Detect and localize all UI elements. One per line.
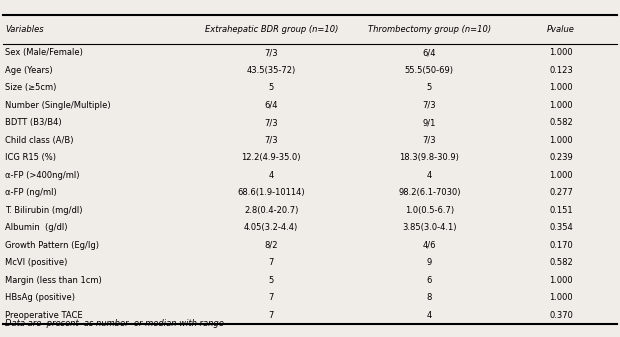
Text: 4.05(3.2-4.4): 4.05(3.2-4.4) [244, 223, 298, 232]
Text: 0.151: 0.151 [549, 206, 573, 215]
Text: ICG R15 (%): ICG R15 (%) [5, 153, 56, 162]
Text: Number (Single/Multiple): Number (Single/Multiple) [5, 101, 110, 110]
Text: 8: 8 [427, 294, 432, 302]
Text: 4: 4 [427, 311, 432, 320]
Text: Preoperative TACE: Preoperative TACE [5, 311, 82, 320]
Text: 0.123: 0.123 [549, 66, 573, 74]
Text: 0.582: 0.582 [549, 118, 573, 127]
Text: Thrombectomy group (n=10): Thrombectomy group (n=10) [368, 25, 491, 34]
Text: Albumin  (g/dl): Albumin (g/dl) [5, 223, 68, 232]
Text: 5: 5 [268, 83, 274, 92]
Text: 6/4: 6/4 [265, 101, 278, 110]
Text: 4: 4 [427, 171, 432, 180]
Text: 0.170: 0.170 [549, 241, 573, 250]
Text: 7/3: 7/3 [265, 48, 278, 57]
Text: 7/3: 7/3 [423, 136, 436, 145]
Text: 1.000: 1.000 [549, 276, 573, 285]
Text: 3.85(3.0-4.1): 3.85(3.0-4.1) [402, 223, 456, 232]
Text: 68.6(1.9-10114): 68.6(1.9-10114) [237, 188, 305, 197]
Text: Sex (Male/Female): Sex (Male/Female) [5, 48, 83, 57]
Text: 5: 5 [268, 276, 274, 285]
Text: 1.000: 1.000 [549, 136, 573, 145]
Text: 7: 7 [268, 311, 274, 320]
Text: 0.582: 0.582 [549, 258, 573, 267]
Text: 8/2: 8/2 [265, 241, 278, 250]
Text: 98.2(6.1-7030): 98.2(6.1-7030) [398, 188, 461, 197]
Text: 55.5(50-69): 55.5(50-69) [405, 66, 454, 74]
Text: HBsAg (positive): HBsAg (positive) [5, 294, 75, 302]
Text: 9: 9 [427, 258, 432, 267]
Text: Child class (A/B): Child class (A/B) [5, 136, 73, 145]
Text: 1.000: 1.000 [549, 294, 573, 302]
Text: 2.8(0.4-20.7): 2.8(0.4-20.7) [244, 206, 298, 215]
Text: 1.0(0.5-6.7): 1.0(0.5-6.7) [405, 206, 454, 215]
Text: T. Bilirubin (mg/dl): T. Bilirubin (mg/dl) [5, 206, 82, 215]
Text: 12.2(4.9-35.0): 12.2(4.9-35.0) [242, 153, 301, 162]
Text: 0.239: 0.239 [549, 153, 573, 162]
Text: 6/4: 6/4 [423, 48, 436, 57]
Text: Growth Pattern (Eg/Ig): Growth Pattern (Eg/Ig) [5, 241, 99, 250]
Text: Extrahepatic BDR group (n=10): Extrahepatic BDR group (n=10) [205, 25, 338, 34]
Text: 5: 5 [427, 83, 432, 92]
Text: 4: 4 [268, 171, 274, 180]
Text: 1.000: 1.000 [549, 48, 573, 57]
Text: Variables: Variables [5, 25, 43, 34]
Text: 0.277: 0.277 [549, 188, 573, 197]
Text: 1.000: 1.000 [549, 83, 573, 92]
Text: BDTT (B3/B4): BDTT (B3/B4) [5, 118, 61, 127]
Text: 43.5(35-72): 43.5(35-72) [247, 66, 296, 74]
Text: 7: 7 [268, 294, 274, 302]
Text: 7/3: 7/3 [265, 118, 278, 127]
Text: 7/3: 7/3 [265, 136, 278, 145]
Text: 0.370: 0.370 [549, 311, 573, 320]
Text: Size (≥5cm): Size (≥5cm) [5, 83, 56, 92]
Text: α-FP (ng/ml): α-FP (ng/ml) [5, 188, 56, 197]
Text: 9/1: 9/1 [423, 118, 436, 127]
Text: 4/6: 4/6 [423, 241, 436, 250]
Text: 7: 7 [268, 258, 274, 267]
Text: 6: 6 [427, 276, 432, 285]
Text: 0.354: 0.354 [549, 223, 573, 232]
Text: 1.000: 1.000 [549, 171, 573, 180]
Text: Age (Years): Age (Years) [5, 66, 53, 74]
Text: Data are  present  as number  or median with range: Data are present as number or median wit… [5, 319, 224, 328]
Text: Margin (less than 1cm): Margin (less than 1cm) [5, 276, 102, 285]
Text: 1.000: 1.000 [549, 101, 573, 110]
Text: Pvalue: Pvalue [547, 25, 575, 34]
Text: α-FP (>400ng/ml): α-FP (>400ng/ml) [5, 171, 79, 180]
Text: 7/3: 7/3 [423, 101, 436, 110]
Text: 18.3(9.8-30.9): 18.3(9.8-30.9) [399, 153, 459, 162]
Text: McVI (positive): McVI (positive) [5, 258, 68, 267]
